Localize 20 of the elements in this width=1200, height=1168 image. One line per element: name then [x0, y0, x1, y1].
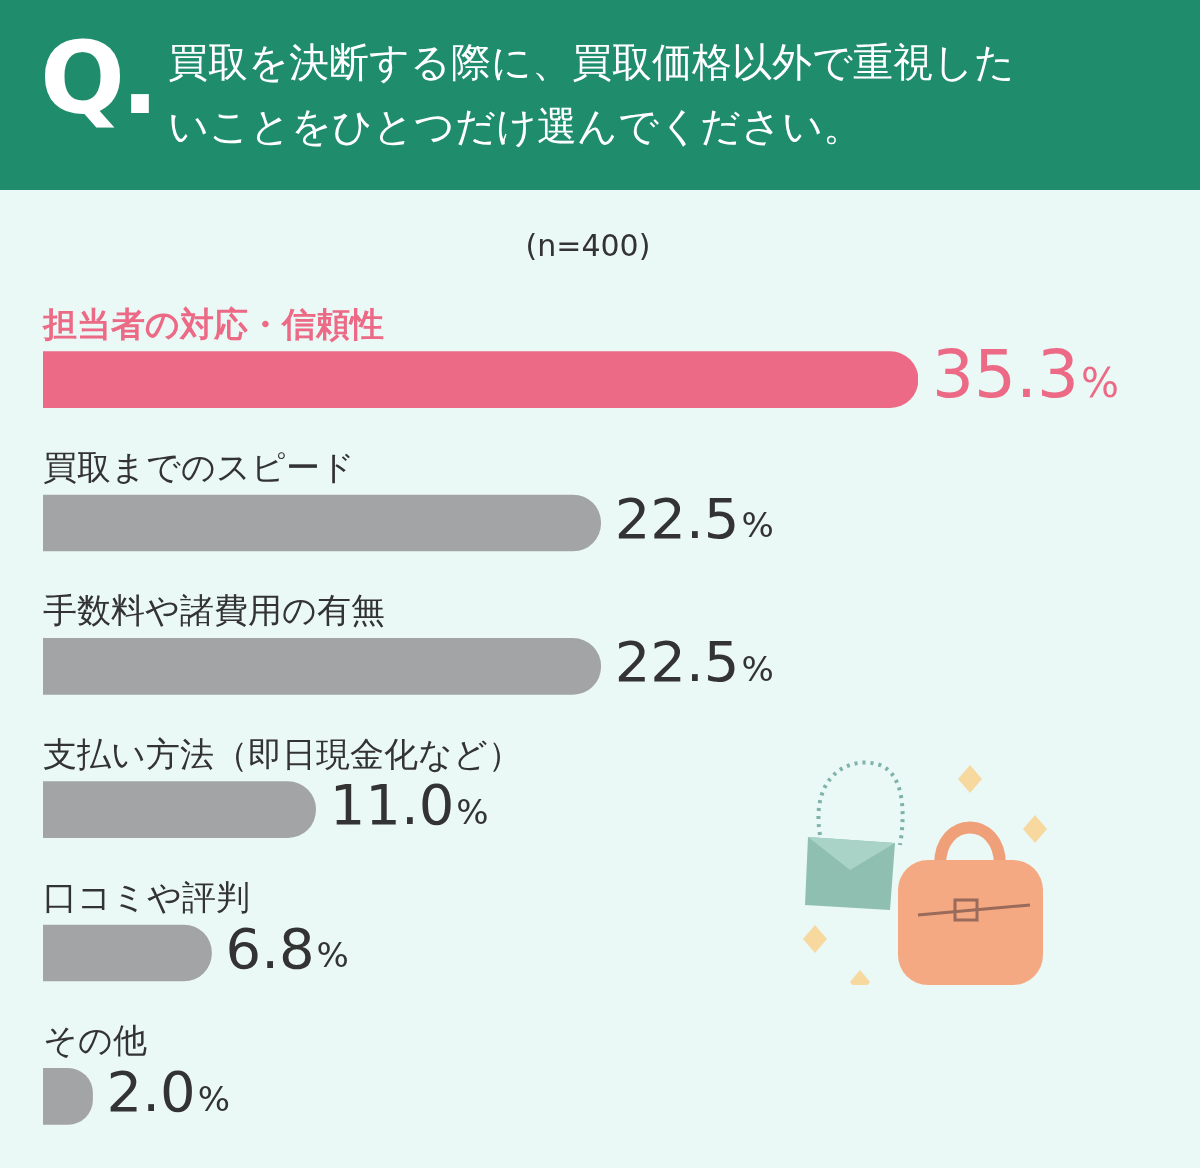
y-tick-label: 口コミや評判: [43, 877, 250, 917]
y-tick-label: 支払い方法（即日現金化など）: [43, 733, 522, 774]
data-label: 35.3%: [932, 335, 1119, 413]
y-tick-label: その他: [43, 1020, 147, 1061]
data-label: 11.0%: [329, 772, 489, 838]
data-label: 2.0%: [106, 1058, 230, 1124]
text: Q.: [40, 20, 155, 137]
chart-title: 買取を決断する際に、買取価格以外で重視したいことをひとつだけ選んでください。: [168, 38, 1016, 151]
data-label: 6.8%: [225, 915, 349, 981]
data-label: 22.5%: [614, 485, 774, 551]
bar: [43, 638, 602, 695]
y-tick-label: 買取までのスピード: [43, 447, 355, 487]
bar: [43, 494, 602, 552]
bar: [43, 781, 316, 838]
data-label: 22.5%: [614, 628, 774, 694]
y-tick-label: 手数料や諸費用の有無: [43, 590, 385, 631]
bar: [43, 351, 918, 408]
y-tick-label: 担当者の対応・信頼性: [41, 303, 384, 344]
chart-subtitle: (n=400): [524, 228, 652, 263]
bar: [43, 924, 212, 982]
